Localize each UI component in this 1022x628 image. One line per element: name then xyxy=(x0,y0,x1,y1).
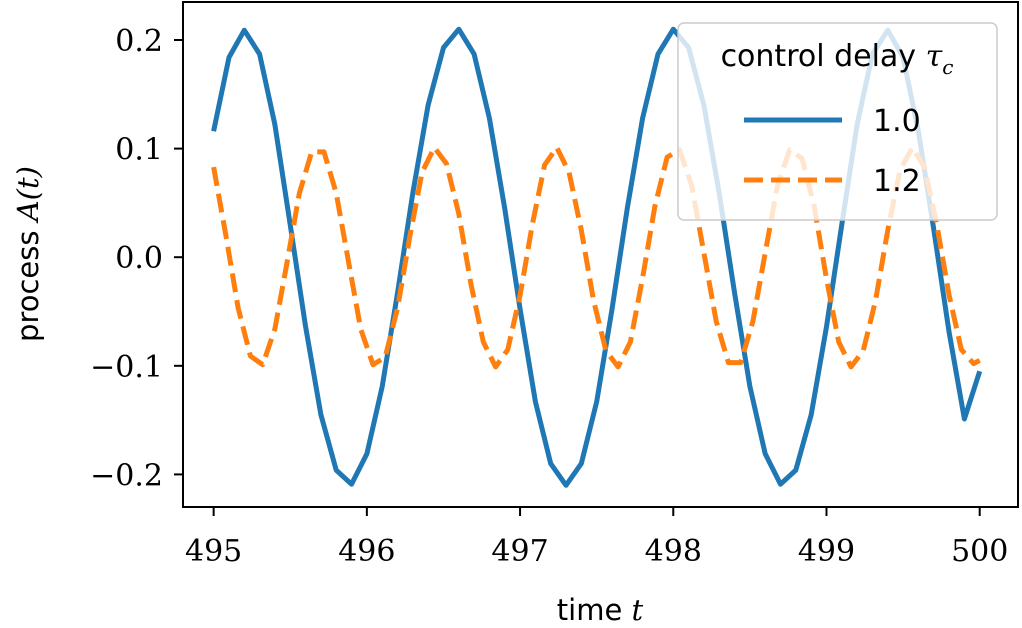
legend-label-1-2: 1.2 xyxy=(873,164,921,199)
y-axis-label: process A(t) xyxy=(11,166,45,342)
x-axis-label: time t xyxy=(557,593,644,627)
x-tick-label: 500 xyxy=(951,534,1008,569)
legend-title: control delay τc xyxy=(721,39,954,79)
legend: control delay τc 1.0 1.2 xyxy=(677,22,998,221)
y-tick-label: −0.2 xyxy=(90,458,163,493)
legend-label-1-0: 1.0 xyxy=(873,104,921,139)
legend-title-text: control delay xyxy=(721,39,926,74)
legend-title-math: τ xyxy=(926,39,943,74)
x-tick-label: 497 xyxy=(491,534,548,569)
series-line-1-2 xyxy=(211,145,981,370)
y-tick-label: 0.2 xyxy=(115,24,163,59)
y-axis-label-math: A(t) xyxy=(11,166,45,224)
plot-frame xyxy=(182,1,1019,508)
legend-title-sub: c xyxy=(942,55,953,79)
y-tick-label: 0.0 xyxy=(115,241,163,276)
x-axis-label-math: t xyxy=(632,593,644,627)
x-tick-label: 499 xyxy=(798,534,855,569)
y-axis-label-text: process xyxy=(11,221,45,342)
x-tick-label: 498 xyxy=(645,534,702,569)
y-axis: 0.2 0.1 0.0 −0.1 −0.2 xyxy=(90,24,183,493)
x-tick-label: 495 xyxy=(185,534,242,569)
x-tick-label: 496 xyxy=(338,534,395,569)
y-tick-label: 0.1 xyxy=(115,133,163,168)
x-axis-label-text: time xyxy=(557,593,632,627)
x-axis: 495 496 497 498 499 500 xyxy=(185,507,1008,569)
y-tick-label: −0.1 xyxy=(90,350,163,385)
